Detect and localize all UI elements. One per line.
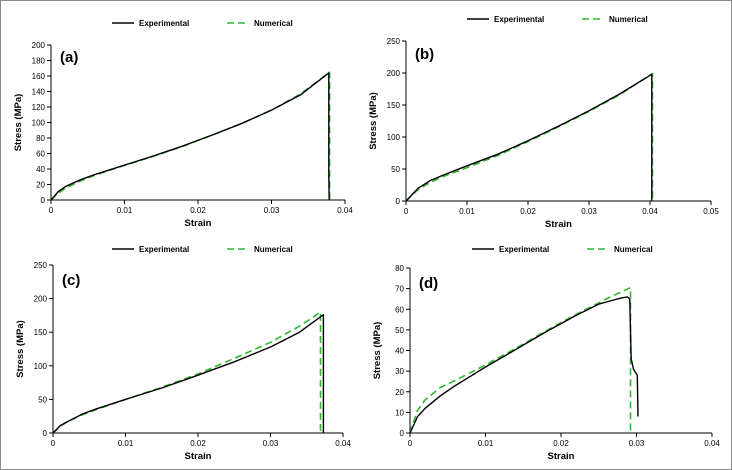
legend: Experimental Numerical xyxy=(467,15,648,24)
x-tick-label: 0.02 xyxy=(190,439,206,448)
legend-label-experimental: Experimental xyxy=(499,245,549,254)
y-tick-label: 20 xyxy=(395,388,404,397)
x-tick-label: 0.02 xyxy=(553,439,569,448)
y-axis-title: Stress (MPa) xyxy=(15,320,26,378)
panel-label: (a) xyxy=(60,49,78,66)
legend: Experimental Numerical xyxy=(472,245,653,254)
y-tick-label: 100 xyxy=(387,133,401,142)
x-tick-label: 0.05 xyxy=(703,207,719,216)
y-tick-label: 100 xyxy=(34,362,48,371)
y-axis-title: Stress (MPa) xyxy=(13,94,24,152)
x-tick-label: 0.04 xyxy=(337,206,353,215)
x-tick-label: 0.01 xyxy=(117,206,133,215)
x-tick-label: 0.04 xyxy=(704,439,720,448)
y-tick-label: 200 xyxy=(387,69,401,78)
y-tick-label: 70 xyxy=(395,285,404,294)
legend-label-experimental: Experimental xyxy=(139,245,189,254)
x-tick-label: 0.02 xyxy=(520,207,536,216)
y-tick-label: 150 xyxy=(34,328,48,337)
x-tick-label: 0.03 xyxy=(581,207,597,216)
series-line-numerical xyxy=(405,72,654,202)
panel-label: (c) xyxy=(62,272,80,289)
chart-panel-1: 0 20 40 60 80 100 120 140 160 180 200 0 0.01 0.02 0.03… xyxy=(13,19,353,229)
y-tick-label: 0 xyxy=(400,429,405,438)
x-tick-label: 0.01 xyxy=(478,439,494,448)
x-tick-label: 0.01 xyxy=(118,439,134,448)
y-tick-label: 40 xyxy=(395,347,404,356)
y-axis-title: Stress (MPa) xyxy=(368,92,379,150)
x-tick-label: 0.02 xyxy=(190,206,206,215)
y-tick-label: 200 xyxy=(34,295,48,304)
y-tick-label: 60 xyxy=(36,150,45,159)
y-tick-label: 80 xyxy=(36,134,45,143)
x-tick-label: 0.01 xyxy=(459,207,475,216)
y-tick-label: 180 xyxy=(32,57,46,66)
y-tick-label: 250 xyxy=(34,261,48,270)
chart-panel-3: 0 50 100 150 200 250 0 0.01 0.02 0.03 0.04 Strain St… xyxy=(15,245,351,462)
series-line-experimental xyxy=(52,314,325,434)
y-tick-label: 30 xyxy=(395,367,404,376)
legend-label-experimental: Experimental xyxy=(139,19,189,28)
y-tick-label: 120 xyxy=(32,103,46,112)
series-line-experimental xyxy=(50,72,330,201)
x-axis-title: Strain xyxy=(545,219,572,230)
y-tick-label: 50 xyxy=(395,326,404,335)
x-axis-title: Strain xyxy=(548,451,575,462)
y-tick-label: 50 xyxy=(38,395,47,404)
y-tick-label: 80 xyxy=(395,264,404,273)
y-tick-label: 50 xyxy=(391,165,400,174)
legend-label-numerical: Numerical xyxy=(614,245,653,254)
y-tick-label: 140 xyxy=(32,88,46,97)
y-tick-label: 40 xyxy=(36,165,45,174)
y-tick-label: 100 xyxy=(32,119,46,128)
series-line-experimental xyxy=(405,73,653,202)
chart-panel-4: 0 10 20 30 40 50 60 70 80 0 0.01 0.02 0.03 0.04 Strain… xyxy=(372,245,720,462)
y-tick-label: 0 xyxy=(43,429,48,438)
x-tick-label: 0 xyxy=(408,439,413,448)
y-tick-label: 150 xyxy=(387,101,401,110)
x-axis-title: Strain xyxy=(185,218,212,229)
x-tick-label: 0.04 xyxy=(335,439,351,448)
y-tick-label: 250 xyxy=(387,37,401,46)
y-tick-label: 60 xyxy=(395,305,404,314)
panel-label: (b) xyxy=(415,46,434,63)
series-line-experimental xyxy=(409,296,639,434)
legend: Experimental Numerical xyxy=(112,245,293,254)
x-tick-label: 0.03 xyxy=(263,439,279,448)
y-tick-label: 200 xyxy=(32,41,46,50)
legend-label-experimental: Experimental xyxy=(494,15,544,24)
y-tick-label: 20 xyxy=(36,181,45,190)
legend: Experimental Numerical xyxy=(112,19,293,28)
y-axis-title: Stress (MPa) xyxy=(372,322,383,380)
chart-panel-2: 0 50 100 150 200 250 0 0.01 0.02 0.03 0.04 0.05 Stra… xyxy=(368,15,719,230)
x-tick-label: 0.04 xyxy=(642,207,658,216)
x-axis-title: Strain xyxy=(185,451,212,462)
legend-label-numerical: Numerical xyxy=(609,15,648,24)
y-tick-label: 160 xyxy=(32,72,46,81)
x-tick-label: 0.03 xyxy=(629,439,645,448)
legend-label-numerical: Numerical xyxy=(254,245,293,254)
y-tick-label: 10 xyxy=(395,408,404,417)
x-tick-label: 0 xyxy=(51,439,56,448)
x-tick-label: 0 xyxy=(49,206,54,215)
x-tick-label: 0.03 xyxy=(264,206,280,215)
legend-label-numerical: Numerical xyxy=(254,19,293,28)
series-line-numerical xyxy=(52,311,322,434)
x-tick-label: 0 xyxy=(404,207,409,216)
series-line-numerical xyxy=(409,286,632,434)
y-tick-label: 0 xyxy=(41,196,46,205)
panel-label: (d) xyxy=(419,275,438,292)
y-tick-label: 0 xyxy=(396,197,401,206)
